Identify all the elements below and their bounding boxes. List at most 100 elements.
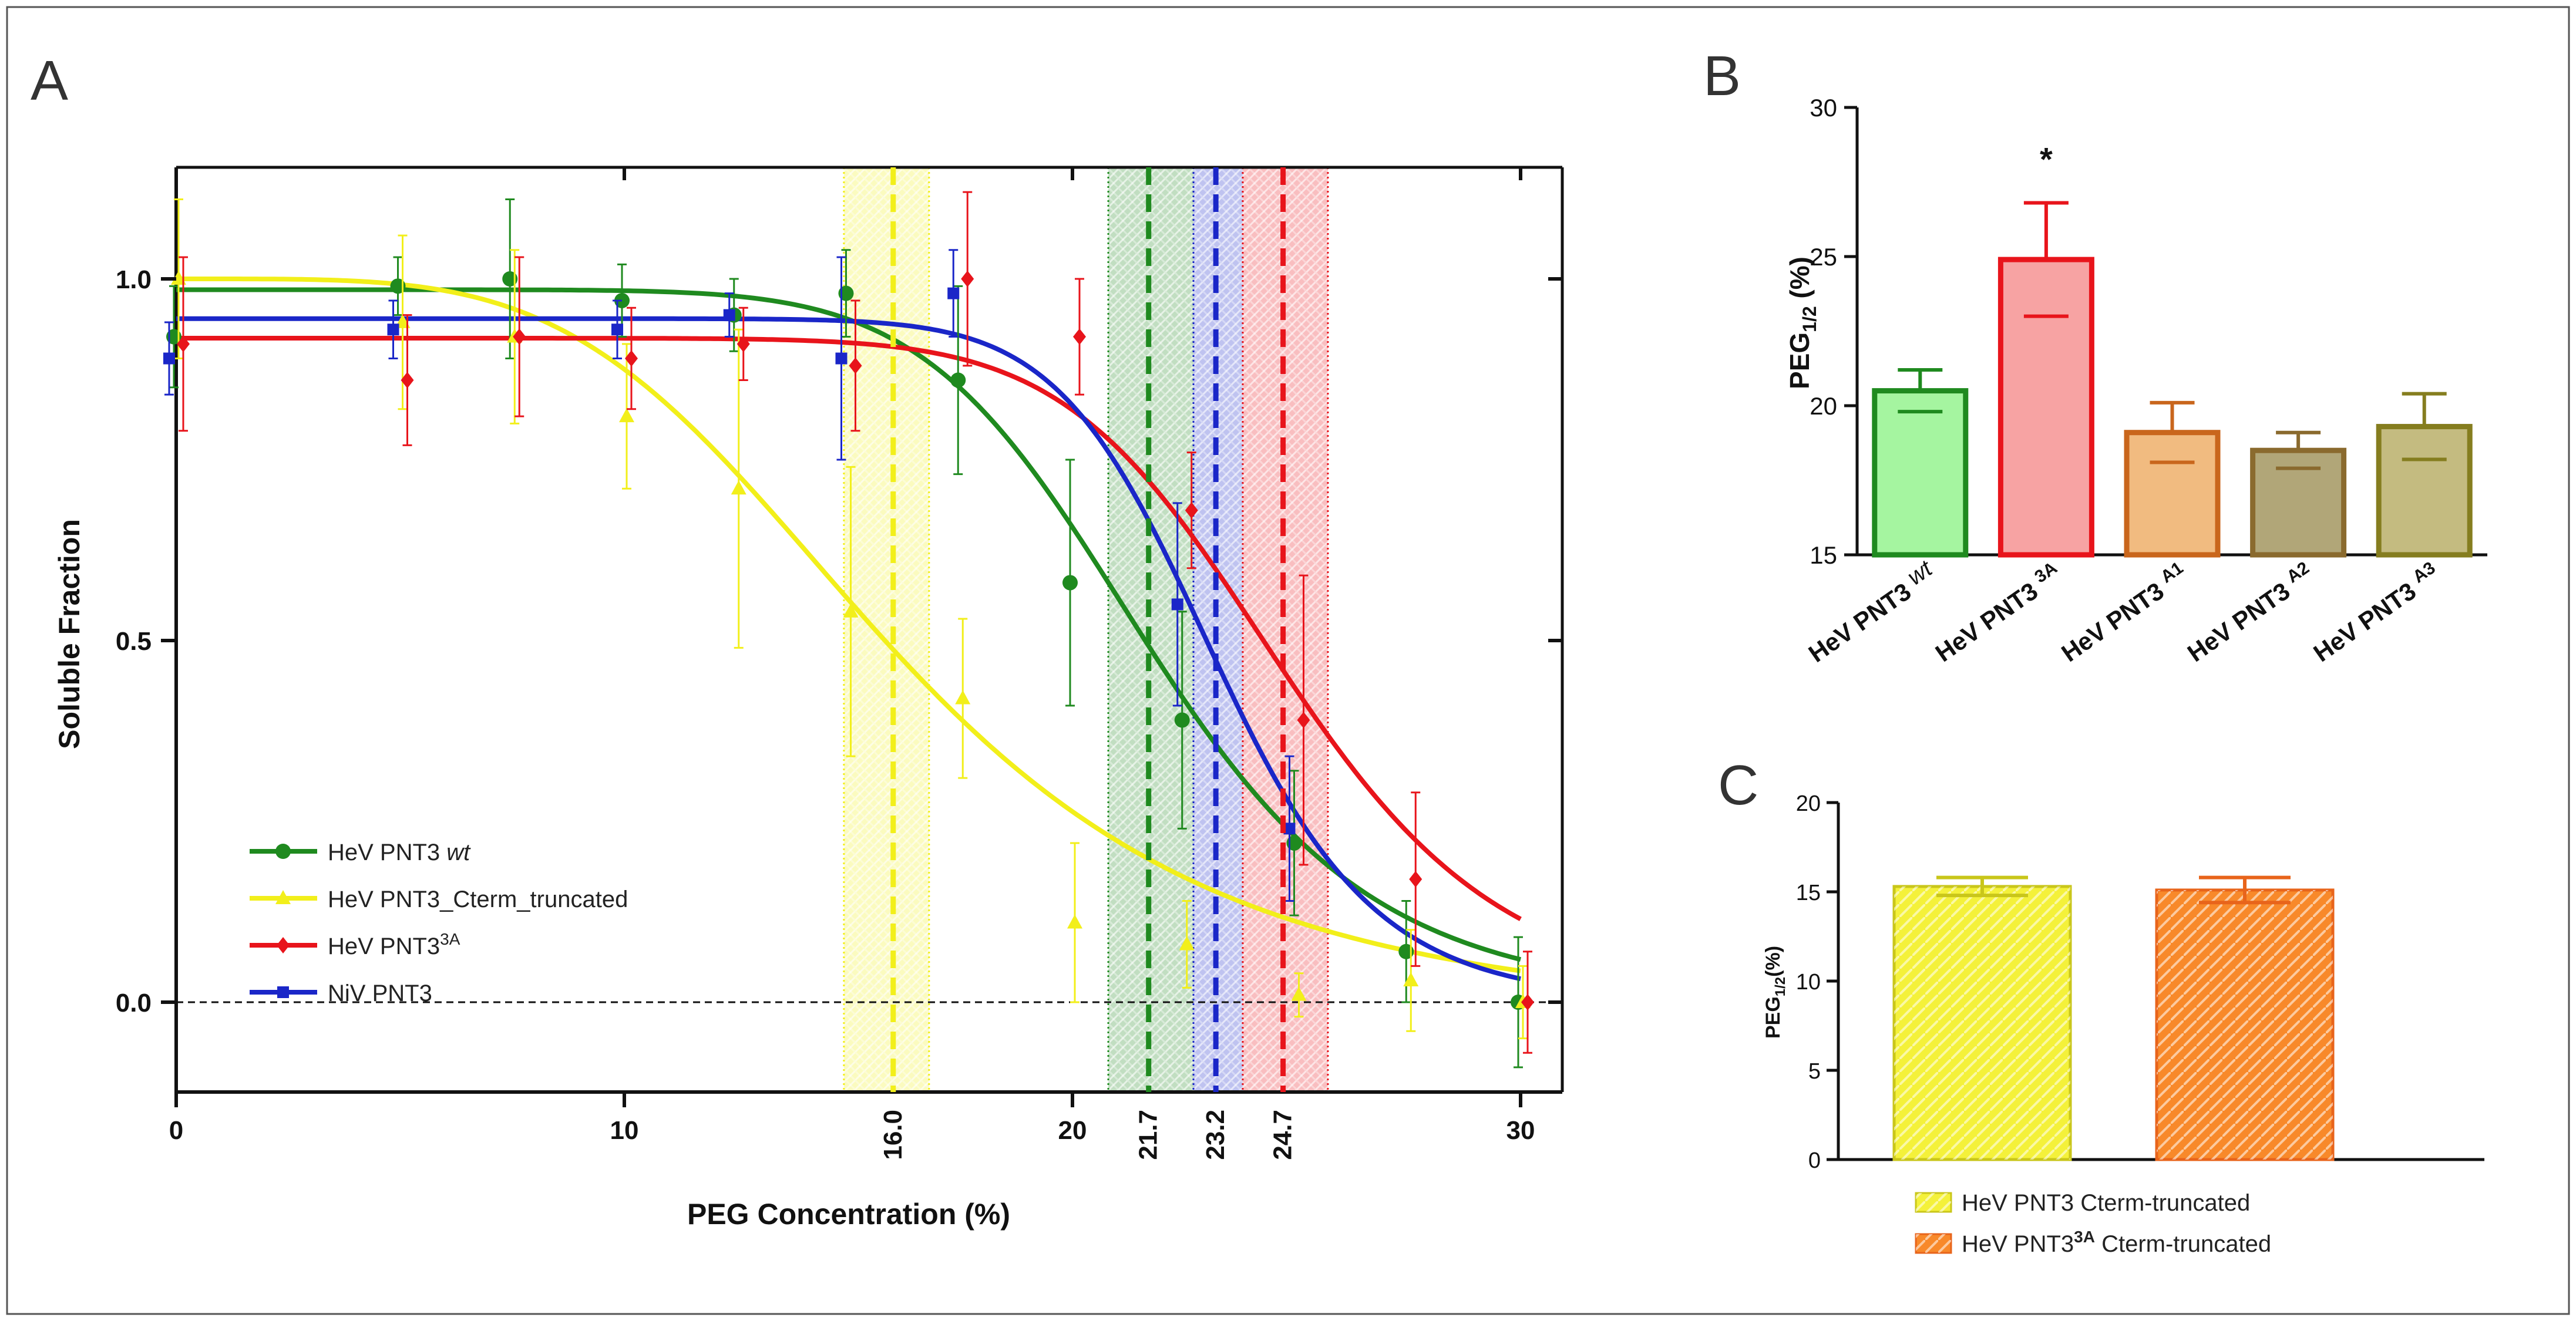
- panel-letter-c: C: [1718, 754, 1758, 817]
- data-point-2-11: [1521, 994, 1534, 1010]
- data-point-2-2: [513, 328, 526, 345]
- fit-curve-2: [176, 336, 1522, 921]
- midpoint-lines: [890, 167, 1286, 1092]
- data-point-3-4: [835, 352, 848, 365]
- legend-label-3: NiV PNT3: [328, 980, 432, 1006]
- y-axis-label: Soluble Fraction: [53, 519, 86, 749]
- panel-b-category-label-2: HeV PNT3 A1: [2055, 558, 2193, 668]
- panel-b-category-base: HeV PNT3: [2056, 573, 2174, 667]
- data-point-3-5: [947, 287, 960, 299]
- panel-b-category-base: HeV PNT3: [1931, 573, 2049, 667]
- legend-label-1: HeV PNT3_Cterm_truncated: [328, 887, 628, 912]
- panel-b-category-label-3: HeV PNT3 A2: [2181, 558, 2319, 668]
- data-point-3-7: [1283, 823, 1296, 835]
- panel-b-bar-4: [2376, 424, 2473, 558]
- data-point-2-10: [1409, 871, 1422, 888]
- panel-c-bars: [1892, 875, 2335, 1161]
- x-tick-label-1: 10: [610, 1116, 639, 1145]
- panel-b-category-base: HeV PNT3: [1804, 574, 1922, 668]
- panel-c-legend-label-0: HeV PNT3 Cterm-truncated: [1962, 1190, 2250, 1216]
- panel-c-y-axis-label: PEG1/2(%): [1762, 946, 1788, 1039]
- panel-c-bar-hatch-1: [2157, 889, 2333, 1160]
- data-point-3-2: [611, 323, 623, 336]
- panel-c-legend-text: HeV PNT3: [1962, 1231, 2074, 1257]
- data-point-2-7: [1073, 328, 1086, 345]
- data-point-1-8: [1179, 936, 1195, 951]
- panel-b-bar-3: [2250, 447, 2347, 558]
- figure-frame: [6, 6, 2570, 1315]
- y-tick-label-0: 0.0: [116, 989, 152, 1017]
- panel-c-legend-swatch-hatch-0: [1916, 1193, 1951, 1212]
- panel-b-y-axis-label: PEG1/2 (%): [1784, 257, 1820, 389]
- data-points: [163, 191, 1534, 1069]
- midpoint-band-hatch-0: [843, 167, 929, 1092]
- panel-b-y-tick-label-2: 25: [1810, 243, 1837, 271]
- plot-frame: [174, 166, 1564, 1094]
- panel-c-y-tick-label-2: 10: [1796, 970, 1821, 995]
- x-axis-label: PEG Concentration (%): [687, 1198, 1010, 1231]
- data-point-3-3: [723, 309, 735, 321]
- panel-b-bar-0: [1872, 388, 1969, 558]
- data-point-2-9: [1297, 712, 1310, 729]
- panel-c-y-tick-label-1: 5: [1808, 1059, 1821, 1084]
- panel-b-category-label-4: HeV PNT3 A3: [2307, 558, 2445, 668]
- panel-c-legend-swatch-hatch-1: [1916, 1234, 1951, 1253]
- panel-c-y-tick-label-4: 20: [1796, 791, 1821, 816]
- midpoint-label-2: 23.2: [1201, 1110, 1230, 1160]
- panel-b-y-tick-label-3: 30: [1810, 94, 1837, 122]
- data-point-2-1: [401, 372, 414, 389]
- data-point-0-6: [950, 372, 966, 388]
- significance-asterisk: *: [2040, 141, 2053, 178]
- data-point-1-6: [955, 690, 971, 705]
- panel-c-legend-label-1: HeV PNT33A Cterm-truncated: [1962, 1228, 2271, 1257]
- panel-b-category-base: HeV PNT3: [2308, 573, 2426, 667]
- panel-c-legend: HeV PNT3 Cterm-truncated HeV PNT33A Cterm…: [1915, 1190, 2271, 1257]
- panel-c-legend-sup: 3A: [2074, 1228, 2095, 1246]
- data-point-1-4: [731, 480, 746, 495]
- panel-c-y-tick-label-0: 0: [1808, 1148, 1821, 1173]
- panel-b-bar-2: [2124, 430, 2221, 558]
- panel-c-bar-hatch-0: [1894, 886, 2070, 1160]
- legend-label-2: HeV PNT33A: [328, 930, 460, 959]
- data-point-3-0: [163, 352, 175, 365]
- data-point-2-0: [177, 335, 190, 352]
- panel-letter-a: A: [31, 49, 68, 112]
- data-point-2-4: [737, 335, 750, 352]
- legend-marker-2: [277, 937, 290, 953]
- panel-b-y-tick-label-1: 20: [1810, 392, 1837, 420]
- axis-ticks: 16.0 21.7 23.2 24.7 0 10 20 30 0.0 0.5 1.0: [116, 167, 1562, 1160]
- legend-label-text: HeV PNT3: [328, 840, 440, 865]
- panel-a-chart: 16.0 21.7 23.2 24.7 0 10 20 30 0.0 0.5 1.0 HeV PNT…: [53, 166, 1564, 1231]
- data-point-2-5: [849, 357, 862, 374]
- legend-label-italic: wt: [440, 840, 471, 865]
- legend-label-text: HeV PNT3_Cterm_truncated: [328, 887, 628, 912]
- data-point-2-8: [1185, 502, 1198, 519]
- x-tick-label-3: 30: [1506, 1116, 1535, 1145]
- legend-marker-0: [275, 844, 291, 859]
- x-tick-label-0: 0: [169, 1116, 183, 1145]
- data-point-3-1: [387, 323, 399, 336]
- data-point-1-5: [843, 603, 859, 618]
- legend-label-text: NiV PNT3: [328, 980, 432, 1006]
- data-point-2-3: [625, 350, 638, 367]
- midpoint-label-0: 16.0: [879, 1110, 907, 1160]
- data-point-3-6: [1171, 598, 1183, 611]
- panel-b-category-label-0: HeV PNT3 wt: [1801, 555, 1942, 668]
- panel-c-y-tick-label-3: 15: [1796, 881, 1821, 905]
- panel-b-bars: *: [1872, 141, 2473, 558]
- panel-letter-b: B: [1703, 45, 1741, 107]
- legend-label-text: HeV PNT3: [328, 934, 440, 959]
- x-tick-label-2: 20: [1058, 1116, 1087, 1145]
- midpoint-label-1: 21.7: [1134, 1110, 1163, 1160]
- legend-marker-3: [277, 986, 289, 998]
- legend-marker-1: [275, 890, 291, 904]
- panel-b-bar-1: [1997, 257, 2094, 558]
- data-point-1-10: [1403, 972, 1419, 987]
- legend: HeV PNT3 wt HeV PNT3_Cterm_truncated HeV P…: [250, 840, 628, 1006]
- data-point-1-9: [1291, 986, 1307, 1001]
- legend-label-sup: 3A: [440, 930, 460, 948]
